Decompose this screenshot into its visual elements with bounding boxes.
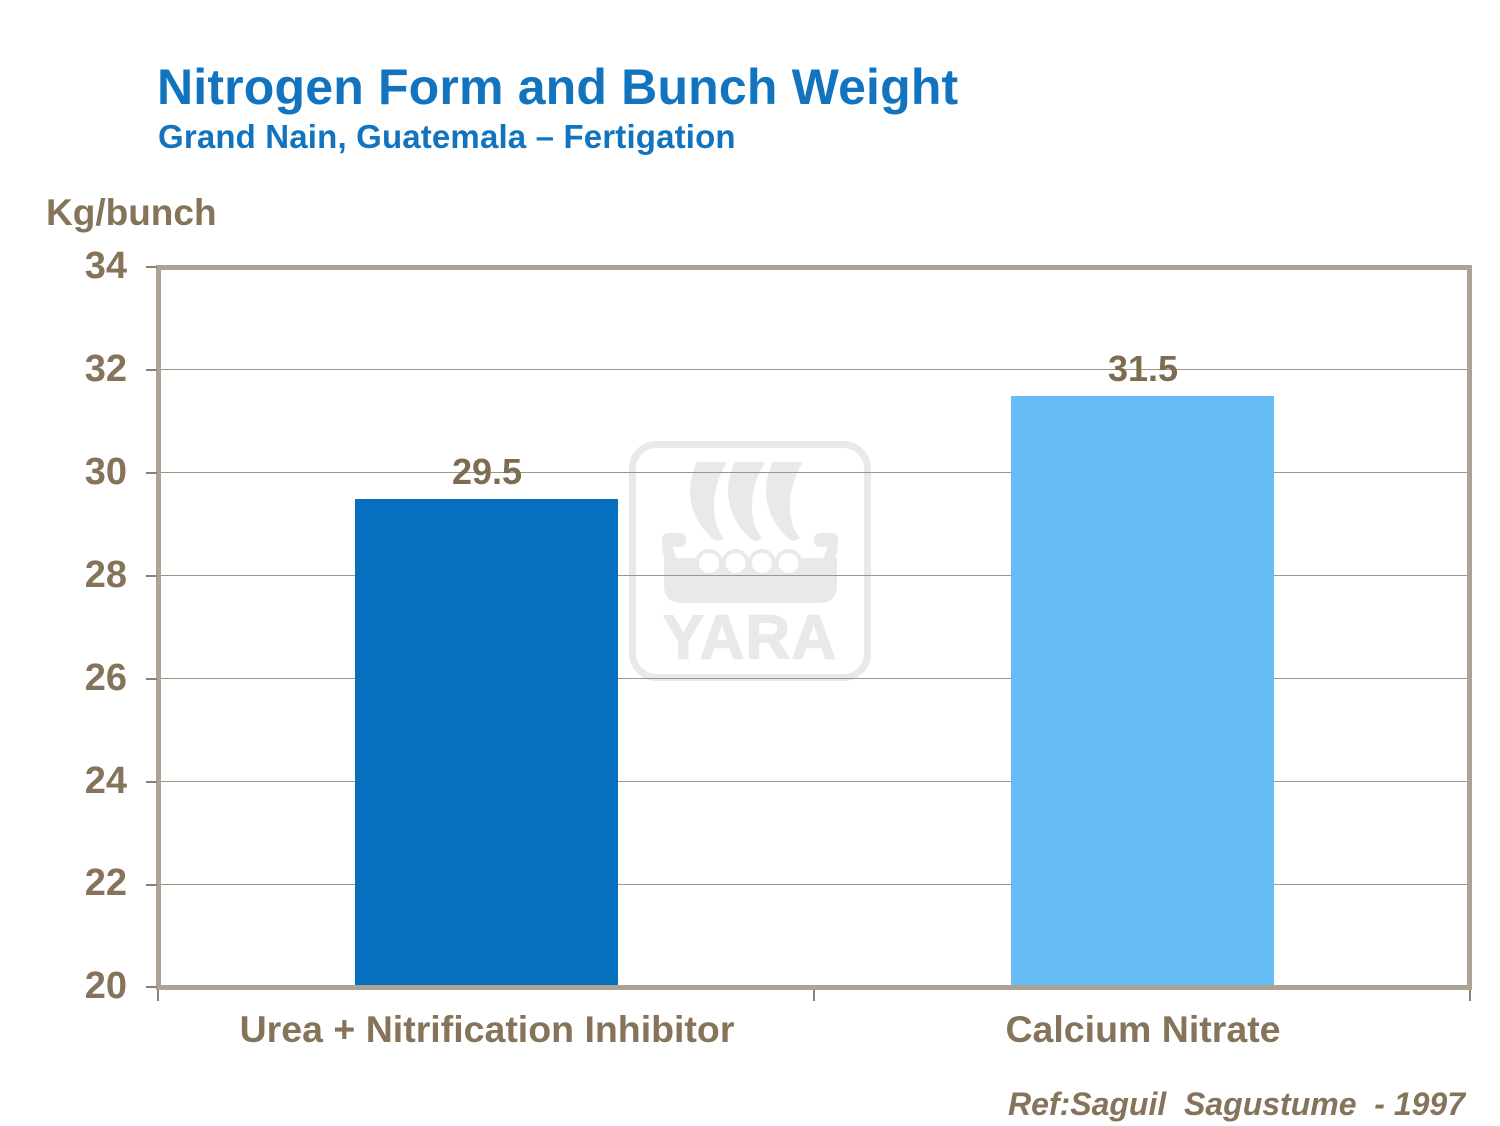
svg-text:YARA: YARA: [663, 604, 838, 673]
